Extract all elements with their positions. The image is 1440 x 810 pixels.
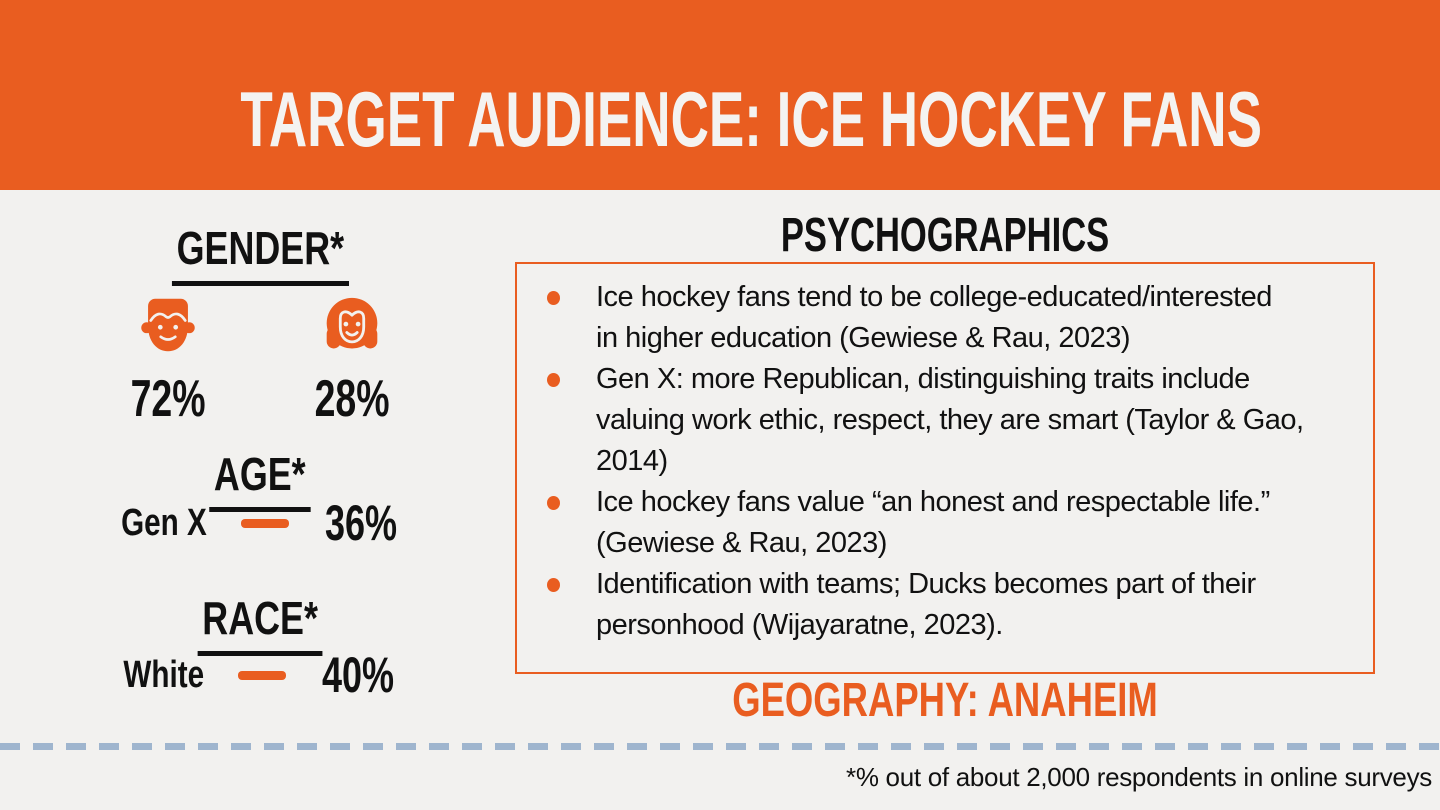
age-value: 36% [324,495,397,551]
list-item: Gen X: more Republican, distinguishing t… [547,359,1363,482]
gender-female-value: 28% [314,370,390,428]
woman-face-icon [322,293,382,357]
race-value: 40% [321,647,394,703]
bullet-dot-icon [547,578,560,592]
bullet-dot-icon [547,496,560,510]
bullet-line: Ice hockey fans value “an honest and res… [596,486,1270,518]
gender-male-value: 72% [130,370,206,428]
bullet-line: (Gewiese & Rau, 2023) [596,527,887,559]
gender-heading: GENDER* [0,222,520,286]
bullet-line: 2014) [596,445,668,477]
race-label: White [123,654,205,696]
geography-heading-text: GEOGRAPHY: ANAHEIM [732,674,1158,727]
gender-group-male: 72% [126,293,210,425]
list-item: Ice hockey fans tend to be college-educa… [547,277,1363,359]
bullet-dot-icon [547,373,560,387]
age-heading-text: AGE* [209,448,311,512]
bullet-line: Identification with teams; Ducks becomes… [596,568,1256,600]
list-item: Identification with teams; Ducks becomes… [547,564,1363,646]
age-stat-row: Gen X 36% [0,498,520,548]
race-stat-row: White 40% [0,650,520,700]
man-face-icon [139,293,197,357]
bullet-line: in higher education (Gewiese & Rau, 2023… [596,322,1131,354]
psychographics-heading-text: PSYCHOGRAPHICS [780,209,1110,262]
psychographics-list: Ice hockey fans tend to be college-educa… [547,277,1363,646]
bullet-line: Ice hockey fans tend to be college-educa… [596,281,1272,313]
list-item: Ice hockey fans value “an honest and res… [547,482,1363,564]
gender-group-female: 28% [310,293,394,425]
orange-dash [240,518,289,528]
gender-heading-text: GENDER* [171,222,349,286]
age-label: Gen X [121,502,207,544]
bullet-line: valuing work ethic, respect, they are sm… [596,404,1304,436]
age-heading: AGE* [0,448,520,512]
race-heading-text: RACE* [197,592,323,656]
dashed-divider [0,743,1440,750]
race-heading: RACE* [0,592,520,656]
gender-groups: 72% 28% [0,293,520,425]
bullet-line: personhood (Wijayaratne, 2023). [596,609,1003,641]
bullet-dot-icon [547,291,560,305]
orange-dash [237,670,286,680]
psychographics-heading: PSYCHOGRAPHICS [515,212,1375,260]
geography-heading: GEOGRAPHY: ANAHEIM [515,677,1375,725]
psychographics-box: Ice hockey fans tend to be college-educa… [515,262,1375,674]
bullet-line: Gen X: more Republican, distinguishing t… [596,363,1250,395]
page-title-text: TARGET AUDIENCE: ICE HOCKEY FANS [240,75,1262,163]
footnote: *% out of about 2,000 respondents in onl… [846,762,1432,792]
header-banner: TARGET AUDIENCE: ICE HOCKEY FANS [0,0,1440,190]
page-title: TARGET AUDIENCE: ICE HOCKEY FANS [0,80,1440,158]
